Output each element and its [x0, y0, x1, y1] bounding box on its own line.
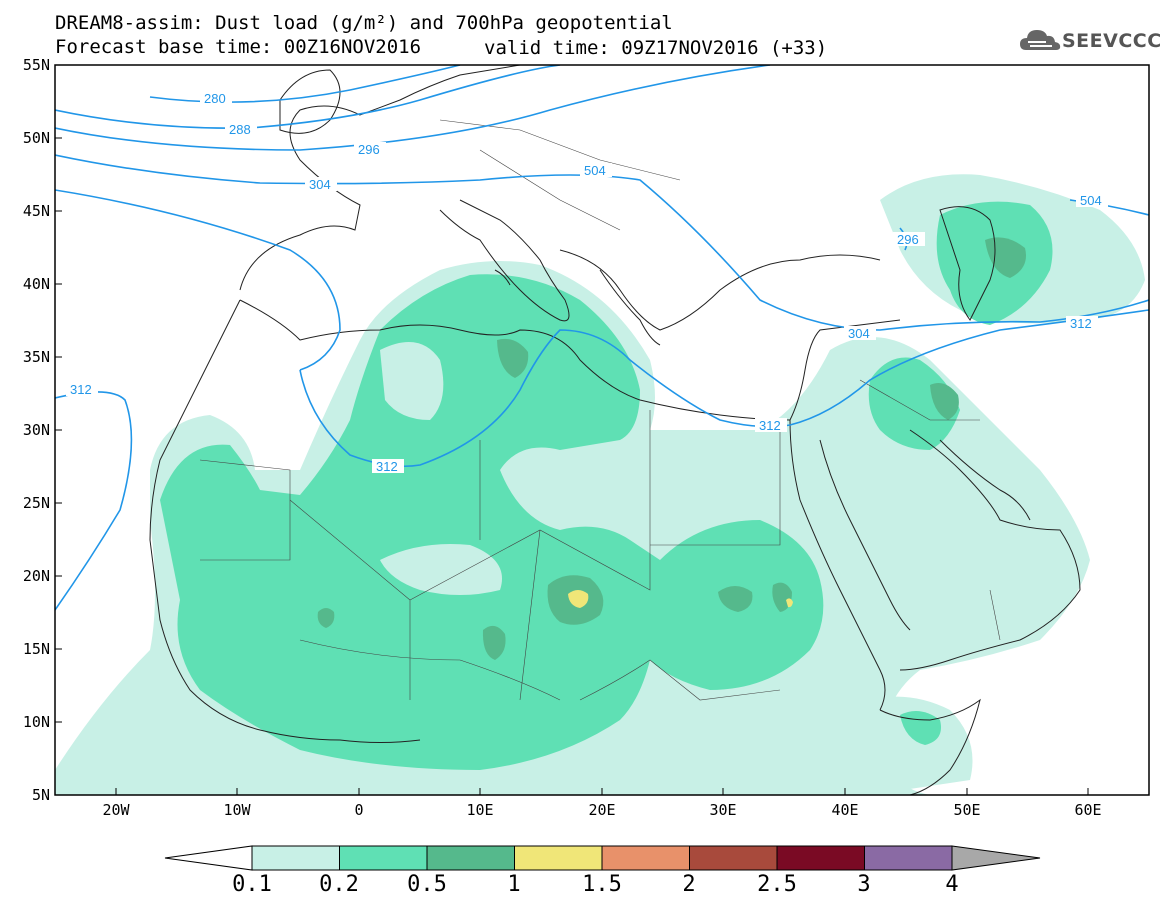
contour-label: 288 [229, 122, 251, 137]
coastlines [149, 65, 1081, 795]
dust-field-dark-4 [718, 586, 753, 612]
lon-label: 60E [1074, 801, 1102, 819]
forecast-base-time: Forecast base time: 00Z16NOV2016 [55, 36, 422, 58]
borders [199, 119, 1001, 701]
colorbar-swatch [251, 845, 340, 871]
dust-field-dark-2 [482, 625, 506, 660]
valid-time: valid time: 09Z17NOV2016 (+33) [484, 37, 828, 59]
colorbar-swatch [601, 845, 690, 871]
colorbar-label: 0.1 [232, 872, 272, 897]
colorbar-label: 2.5 [757, 872, 797, 897]
lat-label: 30N [22, 421, 50, 439]
dust-field-medium-iraq [868, 357, 960, 450]
contour-labels: 280 288 296 304 504 296 504 304 312 312 … [66, 91, 1108, 474]
colorbar-label: 1.5 [582, 872, 622, 897]
colorbar-swatch [339, 845, 428, 871]
contour-label: 312 [759, 418, 781, 433]
geopotential-contours [55, 65, 1149, 611]
contour-label: 504 [584, 163, 606, 178]
lat-label: 45N [22, 202, 50, 220]
contour-label: 312 [70, 382, 92, 397]
dust-field-dark-7 [930, 382, 959, 420]
contour-label: 304 [309, 177, 331, 192]
tick-marks [55, 64, 1089, 795]
contour-label: 280 [204, 91, 226, 106]
colorbar-label: 0.5 [407, 872, 447, 897]
lat-label: 50N [22, 129, 50, 147]
lon-label: 10W [223, 801, 251, 819]
lat-label: 25N [22, 494, 50, 512]
lat-label: 40N [22, 275, 50, 293]
lat-label: 20N [22, 567, 50, 585]
dust-field-medium-mid [380, 342, 444, 420]
lat-label: 5N [31, 786, 50, 804]
dust-field-medium-hole [380, 544, 502, 595]
lon-label: 10E [466, 801, 494, 819]
colorbar-label: 2 [682, 872, 696, 897]
logo-text: SEEVCCC [1062, 30, 1162, 52]
lat-label: 15N [22, 640, 50, 658]
contour-label: 312 [1070, 316, 1092, 331]
chart-title: DREAM8-assim: Dust load (g/m²) and 700hP… [55, 12, 673, 34]
contour-label: 304 [848, 326, 870, 341]
dust-field-yellow-2 [786, 598, 793, 608]
colorbar-high-arrow [951, 845, 1041, 871]
contour-label: 504 [1080, 193, 1102, 208]
colorbar-label: 1 [507, 872, 521, 897]
dust-field-light-horn [870, 696, 973, 795]
contour-label: 312 [376, 459, 398, 474]
colorbar [164, 845, 1041, 871]
colorbar-label: 4 [945, 872, 959, 897]
dust-field-yellow-1 [568, 590, 589, 608]
colorbar-label: 0.2 [319, 872, 359, 897]
colorbar-low-arrow [164, 845, 253, 871]
colorbar-swatch [514, 845, 603, 871]
dust-field-dark-6 [497, 338, 529, 378]
dust-field-dark-1 [317, 608, 335, 628]
lon-label: 20E [588, 801, 616, 819]
contour-label: 296 [358, 142, 380, 157]
lon-label: 40E [831, 801, 859, 819]
cloud-logo-icon [1020, 30, 1061, 50]
colorbar-label: 3 [857, 872, 871, 897]
lon-label: 30E [709, 801, 737, 819]
colorbar-swatch [689, 845, 778, 871]
lat-label: 10N [22, 713, 50, 731]
lon-label: 0 [354, 801, 364, 819]
lon-label: 20W [102, 801, 130, 819]
colorbar-swatch [776, 845, 865, 871]
colorbar-swatch [864, 845, 953, 871]
lon-label: 50E [953, 801, 981, 819]
dust-field-dark-5 [772, 582, 792, 612]
lat-label: 35N [22, 348, 50, 366]
lat-label: 55N [22, 56, 50, 74]
colorbar-swatch [426, 845, 515, 871]
contour-label: 296 [897, 232, 919, 247]
